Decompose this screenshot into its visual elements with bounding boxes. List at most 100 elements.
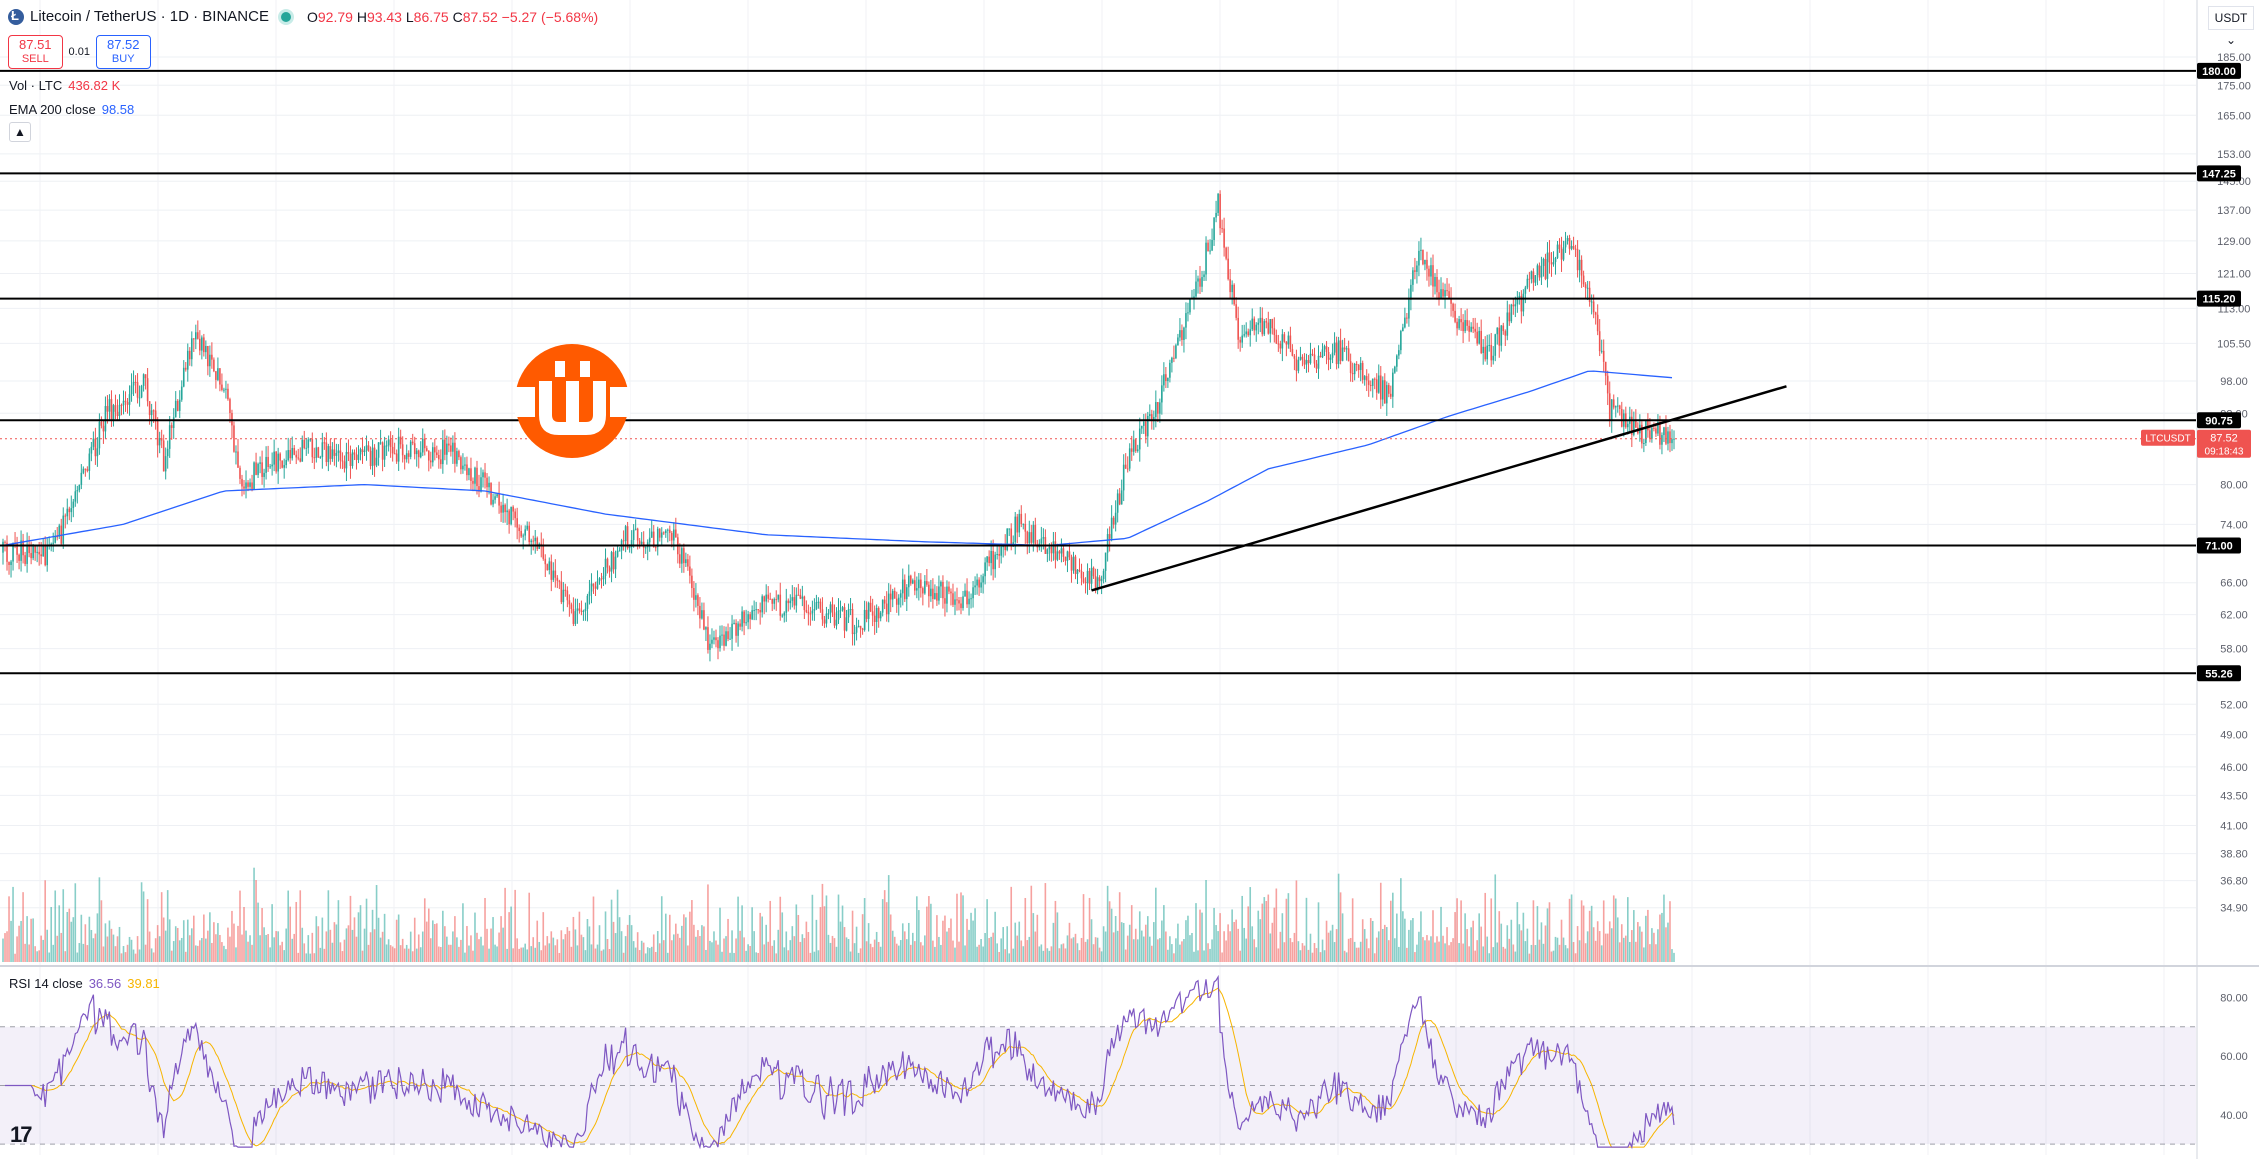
volume-bar <box>317 926 320 962</box>
tradingview-logo-icon[interactable]: 17 <box>10 1122 33 1147</box>
volume-bar <box>104 923 107 962</box>
candle-body <box>263 472 265 477</box>
candle-body <box>1641 424 1643 444</box>
volume-bar <box>699 936 701 962</box>
volume-bar <box>1659 914 1661 962</box>
volume-bar <box>781 912 784 962</box>
candle-body <box>44 544 46 566</box>
volume-bar <box>140 882 143 962</box>
ema-legend[interactable]: EMA 200 close 98.58 <box>9 102 134 117</box>
level-price-label: 147.25 <box>2202 168 2236 180</box>
candle-body <box>116 411 119 417</box>
rsi-legend[interactable]: RSI 14 close 36.56 39.81 <box>9 976 160 991</box>
volume-bar <box>144 944 147 962</box>
candle-body <box>912 580 914 584</box>
collapse-legend-button[interactable]: ▲ <box>9 122 31 142</box>
candle-body <box>80 472 83 485</box>
candle-body <box>425 448 428 451</box>
volume-bar <box>36 951 38 962</box>
candle-body <box>689 566 691 576</box>
volume-bar <box>861 914 864 962</box>
volume-bar <box>454 916 456 962</box>
volume-bar <box>162 917 165 962</box>
candle-body <box>891 590 894 600</box>
price-tick-label: 41.00 <box>2220 821 2248 833</box>
volume-bar <box>319 947 322 962</box>
volume-bar <box>470 935 472 962</box>
candle-body <box>1072 556 1075 571</box>
currency-unit-selector[interactable]: USDT ⌄ <box>2208 6 2254 47</box>
candle-body <box>1046 549 1049 554</box>
volume-bar <box>1466 929 1468 962</box>
volume-bar <box>717 944 719 962</box>
candle-body <box>801 596 804 599</box>
candle-body <box>1327 352 1330 360</box>
candle-body <box>1361 362 1364 380</box>
candle-body <box>118 404 121 417</box>
candle-body <box>691 575 693 589</box>
candle-body <box>1470 326 1472 332</box>
volume-bar <box>1040 944 1043 962</box>
volume-bar <box>1442 935 1444 962</box>
candle-body <box>564 589 567 591</box>
candle-body <box>901 579 904 594</box>
candle-body <box>186 350 189 370</box>
candle-body <box>705 627 707 630</box>
candle-body <box>869 602 872 612</box>
candle-body <box>102 425 105 432</box>
support-resistance-lines[interactable] <box>0 69 2196 675</box>
volume-bar <box>1010 886 1013 962</box>
candle-body <box>391 446 394 454</box>
volume-bar <box>1221 952 1223 962</box>
volume-bar <box>735 938 737 962</box>
candle-body <box>1416 265 1418 272</box>
volume-bar <box>379 937 382 962</box>
volume-bar <box>879 946 882 962</box>
candle-body <box>763 596 765 602</box>
candle-body <box>442 439 444 465</box>
volume-bar <box>283 950 285 962</box>
volume-bar <box>1227 924 1229 962</box>
candle-body <box>46 545 48 566</box>
volume-bar <box>1371 920 1374 962</box>
volume-bar <box>1446 927 1448 962</box>
volume-bar <box>480 936 482 962</box>
volume-bar <box>787 950 790 962</box>
volume-legend[interactable]: Vol · LTC 436.82 K <box>9 78 120 93</box>
candle-body <box>1580 259 1583 276</box>
volume-bar <box>1161 920 1163 962</box>
candle-body <box>1074 556 1077 575</box>
brand-logo-icon <box>515 344 630 458</box>
volume-bar <box>363 928 366 962</box>
volume-bar <box>1643 947 1645 962</box>
volume-bar <box>186 919 189 962</box>
candle-body <box>152 410 155 412</box>
candle-body <box>1128 448 1131 469</box>
volume-bar <box>261 908 263 962</box>
candle-body <box>626 526 629 549</box>
volume-bar <box>795 904 798 962</box>
candle-body <box>1110 517 1113 539</box>
candle-body <box>403 455 406 460</box>
price-tick-label: 175.00 <box>2217 80 2251 92</box>
low-value: 86.75 <box>413 8 449 25</box>
sell-button[interactable]: 87.51 SELL <box>8 35 63 69</box>
volume-bar <box>1267 894 1270 962</box>
candle-body <box>747 614 749 623</box>
volume-bar <box>295 901 298 962</box>
volume-bar <box>500 916 502 962</box>
trendline[interactable] <box>1091 385 1787 592</box>
candle-body <box>40 554 42 557</box>
candle-body <box>110 399 113 421</box>
volume-bar <box>1639 926 1641 962</box>
volume-bar <box>429 938 432 962</box>
candle-body <box>174 400 177 418</box>
symbol-title[interactable]: Litecoin / TetherUS · 1D · BINANCE <box>30 8 269 25</box>
candle-body <box>1590 301 1593 303</box>
candle-body <box>996 554 998 556</box>
volume-bar <box>1319 952 1322 962</box>
buy-button[interactable]: 87.52 BUY <box>95 35 151 69</box>
volume-bar <box>1012 948 1015 962</box>
candle-body <box>1530 271 1533 279</box>
